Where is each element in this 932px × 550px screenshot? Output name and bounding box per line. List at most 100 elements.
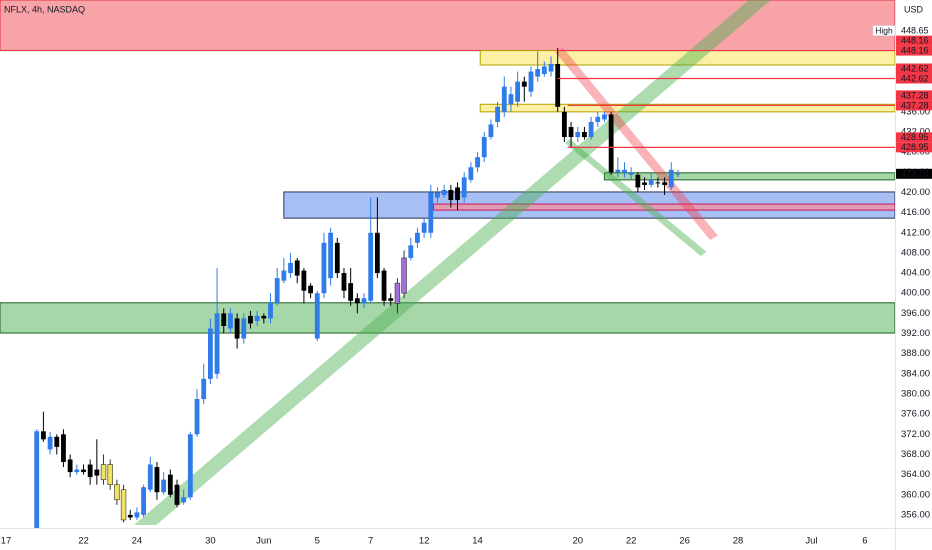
candle-body xyxy=(161,479,167,493)
price-label-bg xyxy=(896,90,932,101)
y-tick-label: 436.00 xyxy=(901,106,930,117)
y-tick-label: 432.00 xyxy=(901,127,930,138)
candle-body xyxy=(41,431,46,440)
candle-body xyxy=(348,283,354,301)
price-label-bg xyxy=(896,132,932,143)
price-label-bg xyxy=(896,168,932,179)
candle-body xyxy=(368,232,374,301)
x-tick-label: Jun xyxy=(256,536,271,547)
candle-body xyxy=(541,66,547,75)
price-label-bg xyxy=(896,45,932,56)
candle-body xyxy=(408,245,414,258)
candle-body xyxy=(501,86,507,112)
y-tick-label: 372.00 xyxy=(901,429,930,440)
chart-title: NFLX, 4h, NASDAQ xyxy=(4,4,85,14)
candle-body xyxy=(441,189,447,195)
zone xyxy=(0,0,895,52)
price-label-bg xyxy=(896,100,932,111)
candle-body xyxy=(415,232,420,243)
candle-body xyxy=(107,464,113,485)
candle-body xyxy=(47,436,53,450)
price-label: 437.28 xyxy=(901,90,929,100)
candle-body xyxy=(254,315,260,321)
candle-body xyxy=(481,137,487,158)
candle-body xyxy=(548,63,554,72)
candle-body xyxy=(421,222,427,233)
candle-body xyxy=(595,116,601,122)
candle-body xyxy=(394,282,401,304)
price-label: 423.70 xyxy=(901,169,929,179)
price-label: 448.65 xyxy=(901,25,929,35)
zone xyxy=(479,103,895,113)
candle-body xyxy=(261,315,267,319)
candle-body xyxy=(521,81,527,87)
candle-body xyxy=(428,192,434,233)
candle-body xyxy=(67,459,73,473)
price-tag-bg xyxy=(872,25,896,36)
candle-body xyxy=(241,318,247,339)
price-label-bg xyxy=(896,142,932,153)
price-label-bg xyxy=(896,63,932,74)
x-tick-label: Jul xyxy=(805,536,817,547)
candle-body xyxy=(167,474,173,495)
candle-body xyxy=(274,278,280,304)
y-tick-label: 400.00 xyxy=(901,288,930,299)
candle-body xyxy=(608,114,614,173)
candle-body xyxy=(662,182,667,185)
y-tick-label: 392.00 xyxy=(901,328,930,339)
candle-body xyxy=(268,303,273,319)
candle-body xyxy=(635,174,641,188)
candle-body xyxy=(74,469,80,473)
price-label-bg xyxy=(896,25,932,36)
candle-body xyxy=(535,69,541,77)
y-tick-label: 416.00 xyxy=(901,207,930,218)
candle-body xyxy=(321,242,327,294)
candle-body xyxy=(488,124,494,138)
y-tick-label: 396.00 xyxy=(901,308,930,319)
price-label: 448.16 xyxy=(901,35,929,45)
price-label: 428.95 xyxy=(901,142,929,152)
candle-body xyxy=(314,293,320,339)
candle-body xyxy=(575,132,581,138)
candle-body xyxy=(668,169,674,188)
candle-body xyxy=(648,179,654,185)
candle-body xyxy=(308,285,313,294)
candle-body xyxy=(461,177,467,198)
candle-body xyxy=(214,313,220,374)
x-tick-label: 12 xyxy=(419,536,430,547)
candle-body xyxy=(194,399,200,435)
candle-body xyxy=(288,262,293,274)
candle-body xyxy=(341,273,347,291)
candle-body xyxy=(174,484,180,505)
candle-body xyxy=(642,182,647,185)
x-tick-label: 7 xyxy=(368,536,373,547)
candle-body xyxy=(154,467,160,493)
candle-body xyxy=(568,126,574,138)
candle-body xyxy=(114,484,120,501)
candle-body xyxy=(381,270,387,301)
candle-body xyxy=(615,169,621,173)
candle-body xyxy=(354,298,360,304)
candle-body xyxy=(455,187,460,201)
y-tick-label: 380.00 xyxy=(901,389,930,400)
candle-body xyxy=(675,173,681,175)
zone xyxy=(432,203,895,211)
candle-body xyxy=(141,487,147,515)
price-label: 448.16 xyxy=(901,45,929,55)
candle-body xyxy=(361,298,367,304)
candle-body xyxy=(588,121,594,138)
candle-body xyxy=(622,169,627,173)
candle-body xyxy=(582,132,587,138)
y-tick-label: 384.00 xyxy=(901,368,930,379)
candle-body xyxy=(228,313,233,329)
currency-label: USD xyxy=(904,4,924,14)
x-tick-label: 14 xyxy=(472,536,483,547)
x-tick-label: 24 xyxy=(132,536,143,547)
candle-body xyxy=(147,464,153,490)
trend-channel xyxy=(565,139,707,256)
y-tick-label: 412.00 xyxy=(901,227,930,238)
candle-body xyxy=(401,257,407,294)
zone xyxy=(603,172,895,181)
zone xyxy=(0,302,895,334)
